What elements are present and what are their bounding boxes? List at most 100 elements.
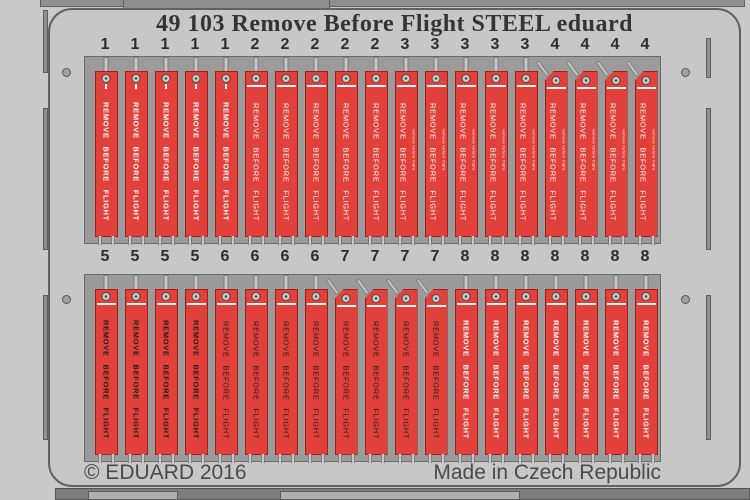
tag-body [184, 71, 208, 237]
tag-main-text-wrap: REMOVE BEFORE FLIGHT [305, 91, 328, 233]
tag-main-text-wrap: REMOVE BEFORE FLIGHT [95, 309, 118, 451]
rbf-tag: REMOVE BEFORE FLIGHT [454, 275, 478, 463]
tag-foot-left [397, 454, 402, 463]
tag-foot-right [500, 236, 505, 245]
tag-top-mark [456, 303, 476, 305]
tag-foot-left [97, 454, 102, 463]
photo-bottom-edge-tab [88, 491, 178, 500]
tag-body [604, 289, 628, 455]
tag-number: 6 [280, 248, 290, 265]
tag-foot-right [470, 454, 475, 463]
tag-foot-right [440, 454, 445, 463]
tag-top-mark [246, 85, 266, 87]
tag-foot-left [97, 236, 102, 245]
tag-main-text-wrap: REMOVE BEFORE FLIGHT [365, 309, 388, 451]
tag-body [424, 71, 448, 237]
tag-numbers-row-top: 1 1 1 1 1 2 2 2 2 2 3 3 3 3 3 4 4 4 4 [84, 36, 661, 56]
tag-number: 6 [250, 248, 260, 265]
tag-main-text: REMOVE BEFORE FLIGHT [341, 320, 351, 440]
tag-numbers-row-bottom: 5 5 5 5 6 6 6 6 7 7 7 7 8 8 8 8 8 8 8 [84, 248, 661, 268]
rbf-tag: REMOVE BEFORE FLIGHT remove before fligh… [512, 57, 538, 245]
tag-body [274, 289, 298, 455]
tag-foot-left [397, 236, 402, 245]
tag-number: 5 [100, 248, 110, 265]
tag-small-text: remove before flight [411, 129, 417, 171]
grommet-icon [611, 292, 621, 301]
grommet-icon [101, 292, 111, 301]
tag-foot-left [577, 454, 582, 463]
tag-main-text: REMOVE BEFORE FLIGHT [311, 320, 321, 440]
grommet-icon [371, 294, 381, 303]
tag-main-text: REMOVE BEFORE FLIGHT [191, 102, 201, 222]
attachment-stem [523, 275, 529, 290]
tag-main-text-wrap: REMOVE BEFORE FLIGHT [575, 309, 598, 451]
tag-top-mark [135, 84, 137, 89]
tag-foot-left [187, 236, 192, 245]
attachment-stem [463, 275, 469, 290]
grommet-icon [221, 74, 231, 83]
rbf-tag: REMOVE BEFORE FLIGHT [244, 57, 268, 245]
tag-main-text-wrap: REMOVE BEFORE FLIGHT [335, 309, 358, 451]
tag-foot-left [127, 454, 132, 463]
grommet-icon [641, 292, 651, 301]
tag-main-text-wrap: REMOVE BEFORE FLIGHT [395, 309, 418, 451]
grommet-icon [491, 74, 501, 83]
tag-main-text-wrap: REMOVE BEFORE FLIGHT [245, 309, 268, 451]
attachment-stem [583, 275, 589, 290]
grommet-icon [611, 76, 621, 85]
tag-foot-right [410, 454, 415, 463]
grommet-icon [311, 74, 321, 83]
tag-number: 8 [610, 248, 620, 265]
tag-body [484, 71, 508, 237]
rbf-tag: REMOVE BEFORE FLIGHT remove before fligh… [424, 57, 448, 245]
rbf-tag: REMOVE BEFORE FLIGHT [634, 275, 658, 463]
grommet-icon [191, 74, 201, 83]
grommet-icon [371, 74, 381, 83]
grommet-icon [131, 292, 141, 301]
rbf-tag: REMOVE BEFORE FLIGHT [604, 275, 628, 463]
tag-small-text: remove before flight [501, 129, 507, 171]
tag-body [514, 289, 538, 455]
tag-foot-right [620, 454, 625, 463]
tag-main-text: REMOVE BEFORE FLIGHT [101, 320, 111, 440]
tag-foot-right [290, 236, 295, 245]
rbf-tag: REMOVE BEFORE FLIGHT remove before fligh… [535, 60, 568, 245]
tag-main-text: REMOVE BEFORE FLIGHT [161, 320, 171, 440]
attachment-stem [313, 275, 319, 290]
attachment-stem [103, 275, 109, 290]
rbf-tag: REMOVE BEFORE FLIGHT [364, 57, 388, 245]
tag-foot-right [350, 454, 355, 463]
tag-foot-left [577, 236, 582, 245]
tag-main-text: REMOVE BEFORE FLIGHT [521, 320, 531, 440]
photo-top-edge-strip [40, 0, 745, 7]
tag-number: 4 [640, 36, 650, 53]
rbf-tag: REMOVE BEFORE FLIGHT [214, 275, 238, 463]
attachment-stem [613, 275, 619, 290]
rbf-tag: REMOVE BEFORE FLIGHT [154, 275, 178, 463]
tag-foot-right [500, 454, 505, 463]
tag-top-mark [486, 303, 506, 305]
tag-main-text: REMOVE BEFORE FLIGHT [581, 320, 591, 440]
tag-foot-left [637, 454, 642, 463]
attachment-stem [253, 57, 259, 72]
tag-main-text: REMOVE BEFORE FLIGHT [458, 102, 468, 222]
tag-top-mark [636, 303, 656, 305]
attachment-stem [523, 57, 529, 72]
tag-main-text: REMOVE BEFORE FLIGHT [251, 102, 261, 222]
tag-body [214, 289, 238, 455]
tag-foot-right [530, 236, 535, 245]
tag-foot-left [637, 236, 642, 245]
tag-main-text-wrap: REMOVE BEFORE FLIGHT [512, 91, 535, 233]
rbf-tag: REMOVE BEFORE FLIGHT [124, 57, 148, 245]
grommet-icon [401, 294, 411, 303]
tag-foot-right [200, 454, 205, 463]
tag-number: 3 [430, 36, 440, 53]
tag-main-text-wrap: REMOVE BEFORE FLIGHT [275, 309, 298, 451]
tag-main-text: REMOVE BEFORE FLIGHT [488, 102, 498, 222]
tag-top-mark [165, 84, 167, 89]
rbf-tag: REMOVE BEFORE FLIGHT [184, 275, 208, 463]
attachment-stem [193, 57, 199, 72]
tag-foot-right [260, 454, 265, 463]
tag-number: 1 [190, 36, 200, 53]
tag-main-text: REMOVE BEFORE FLIGHT [371, 320, 381, 440]
